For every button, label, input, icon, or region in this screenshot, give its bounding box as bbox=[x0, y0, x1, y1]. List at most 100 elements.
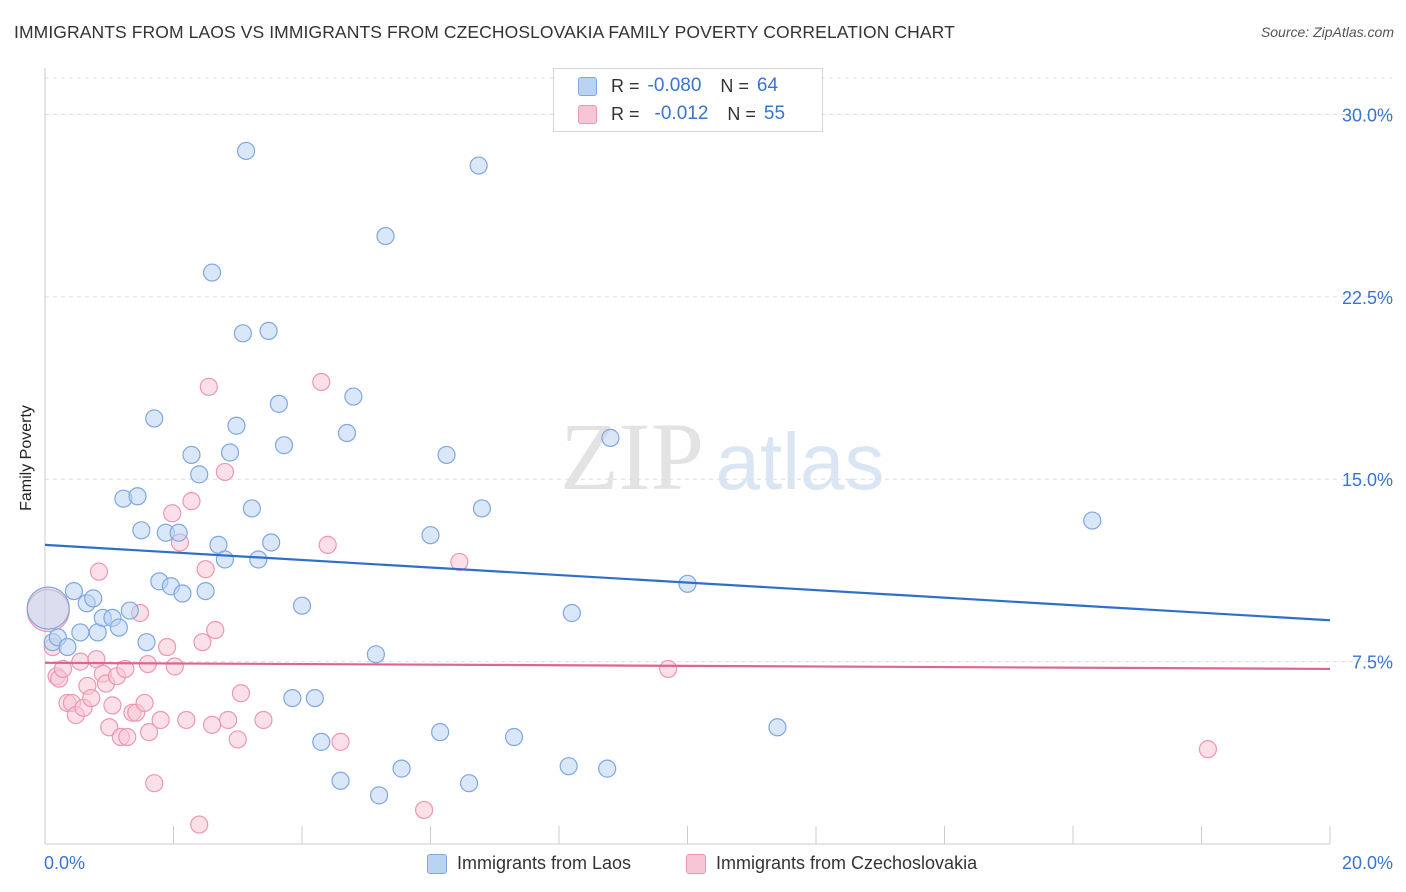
data-point bbox=[26, 586, 70, 630]
n-label: N = bbox=[727, 103, 756, 124]
data-point bbox=[469, 156, 488, 175]
legend-label-laos: Immigrants from Laos bbox=[457, 853, 632, 873]
legend-row-czechoslovakia: R = -0.012 N = 55 bbox=[554, 101, 785, 127]
data-point bbox=[392, 759, 411, 778]
n-value: 55 bbox=[763, 103, 786, 124]
data-point bbox=[202, 263, 222, 282]
legend-label-czechoslovakia: Immigrants from Czechoslovakia bbox=[716, 853, 978, 873]
data-point bbox=[269, 394, 288, 413]
data-point bbox=[190, 465, 209, 484]
data-point bbox=[331, 771, 350, 790]
data-point bbox=[137, 633, 156, 652]
data-point bbox=[89, 562, 109, 581]
data-point bbox=[249, 550, 268, 569]
watermark-zip: ZIP bbox=[560, 403, 704, 510]
data-point bbox=[559, 757, 578, 776]
data-point bbox=[421, 526, 440, 545]
data-point bbox=[116, 659, 135, 679]
trend-lines bbox=[44, 543, 1331, 671]
data-point bbox=[233, 324, 252, 343]
data-point bbox=[562, 603, 581, 623]
y-tick-label: 22.5% bbox=[1342, 288, 1393, 308]
czechoslovakia-swatch bbox=[578, 104, 597, 124]
data-point bbox=[109, 618, 128, 637]
data-point bbox=[132, 521, 151, 540]
data-point bbox=[53, 659, 73, 679]
data-point bbox=[1198, 740, 1218, 759]
r-value: -0.012 bbox=[654, 103, 709, 124]
data-point bbox=[157, 637, 177, 657]
data-point bbox=[196, 560, 215, 579]
series-legend: Immigrants from Laos Immigrants from Cze… bbox=[0, 851, 1406, 877]
data-point bbox=[177, 710, 196, 730]
data-point bbox=[169, 523, 188, 542]
x-tick-label-min: 0.0% bbox=[44, 853, 85, 873]
data-point bbox=[220, 443, 240, 462]
data-point bbox=[190, 815, 209, 834]
data-point bbox=[163, 504, 182, 523]
data-point bbox=[215, 462, 234, 482]
data-point bbox=[196, 581, 215, 601]
data-point bbox=[202, 715, 222, 734]
chart-title: IMMIGRANTS FROM LAOS VS IMMIGRANTS FROM … bbox=[14, 22, 955, 42]
data-point bbox=[242, 499, 261, 518]
legend-item-laos: Immigrants from Laos bbox=[427, 853, 631, 874]
axes bbox=[44, 68, 1331, 845]
data-point bbox=[145, 774, 164, 793]
data-point bbox=[64, 581, 84, 601]
source-credit: Source: ZipAtlas.com bbox=[1260, 24, 1394, 40]
czechoslovakia-legend-swatch bbox=[686, 853, 706, 874]
watermark: ZIP atlas bbox=[560, 403, 884, 510]
trend-line-laos bbox=[44, 543, 1331, 622]
data-point bbox=[182, 492, 201, 511]
data-point bbox=[135, 693, 154, 713]
data-point bbox=[504, 727, 524, 747]
data-point bbox=[414, 800, 434, 820]
data-point bbox=[237, 141, 256, 161]
data-point bbox=[370, 786, 389, 805]
y-axis-label: Family Poverty bbox=[18, 405, 35, 511]
gridlines bbox=[45, 77, 1392, 663]
data-point bbox=[659, 659, 678, 679]
data-point bbox=[145, 409, 164, 428]
legend-item-czechoslovakia: Immigrants from Czechoslovakia bbox=[686, 853, 977, 874]
data-point bbox=[318, 535, 337, 554]
data-point bbox=[450, 552, 469, 572]
data-point bbox=[118, 727, 137, 747]
data-point bbox=[84, 589, 103, 608]
data-point bbox=[231, 684, 251, 703]
watermark-atlas: atlas bbox=[716, 417, 885, 506]
correlation-legend: R = -0.080 N = 64 R = -0.012 N = 55 bbox=[553, 68, 823, 132]
data-point bbox=[71, 623, 90, 642]
x-tick-label-max: 20.0% bbox=[1342, 853, 1393, 873]
data-point bbox=[100, 718, 119, 737]
data-point bbox=[103, 696, 122, 715]
data-point bbox=[305, 688, 324, 708]
data-point bbox=[182, 445, 201, 465]
data-point bbox=[193, 633, 212, 652]
data-point bbox=[768, 718, 787, 737]
data-point bbox=[128, 487, 147, 506]
series-laos bbox=[26, 141, 1102, 805]
data-point bbox=[292, 596, 312, 615]
data-point bbox=[312, 732, 331, 751]
data-point bbox=[344, 387, 363, 406]
data-point bbox=[598, 759, 617, 778]
data-point bbox=[366, 645, 385, 664]
data-point bbox=[82, 688, 101, 708]
data-point bbox=[215, 550, 234, 569]
data-point bbox=[227, 416, 246, 435]
data-point bbox=[219, 710, 238, 730]
data-point bbox=[120, 601, 139, 620]
data-point bbox=[283, 688, 302, 708]
trend-line-czechoslovakia bbox=[44, 661, 1331, 671]
data-point bbox=[254, 710, 273, 730]
y-tick-label: 15.0% bbox=[1342, 470, 1393, 490]
data-point bbox=[376, 226, 395, 246]
r-label: R = bbox=[611, 103, 640, 124]
data-point bbox=[206, 620, 225, 640]
data-point bbox=[262, 533, 281, 552]
data-point bbox=[173, 584, 192, 603]
data-point bbox=[259, 321, 278, 341]
